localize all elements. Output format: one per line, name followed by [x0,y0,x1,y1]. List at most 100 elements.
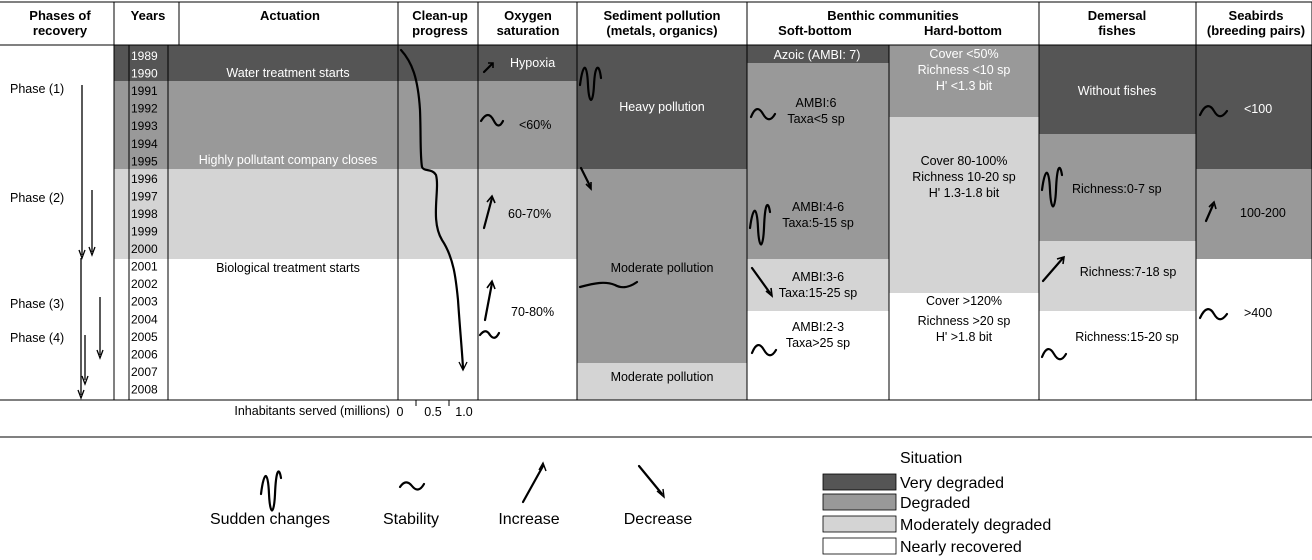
situation-legend: Situation Very degraded Degraded Moderat… [822,450,1051,556]
header-demersal-line2: fishes [1098,23,1136,38]
phase-3b-arrowhead [96,349,104,360]
block-demersal-degraded [1039,134,1196,241]
actuation-bio-treatment: Biological treatment starts [216,261,360,275]
oxygen-stability-icon [479,113,505,127]
block-soft-degraded [747,63,889,259]
cleanup-column: Inhabitants served (millions) 0 0.5 1.0 [234,48,473,419]
oxygen-70-80: 70-80% [511,305,554,319]
year-label: 1991 [131,84,158,98]
seabirds-b3: >400 [1244,306,1272,320]
hard-h1-line3: H' <1.3 bit [936,79,993,93]
year-label: 1993 [131,119,158,133]
year-label: 2001 [131,260,158,274]
seabirds-b1: <100 [1244,102,1272,116]
situation-moderately-degraded: Moderately degraded [900,517,1051,534]
situation-nearly-recovered: Nearly recovered [900,539,1022,556]
situation-very-degraded: Very degraded [900,475,1004,492]
soft-s1-line1: AMBI:6 [796,96,837,110]
demersal-column: Without fishes Richness:0-7 sp Richness:… [1040,84,1179,361]
soft-stability-icon-1 [749,108,777,121]
situation-title: Situation [900,450,962,467]
soft-decrease-arrowhead [765,287,774,298]
demersal-stability-icon [1040,348,1068,361]
year-label: 1989 [131,49,158,63]
hard-h1-line2: Richness <10 sp [918,63,1011,77]
header-phases-line2: recovery [33,23,88,38]
hard-h3-line3: H' >1.8 bit [936,330,993,344]
situation-swatch-moderate [822,515,897,533]
block-cleanup-very-degraded [398,45,478,81]
legend-decrease-arrowhead [656,488,665,499]
cleanup-curve [399,48,465,370]
block-oxygen-moderate [478,169,577,259]
legend-increase-arrowhead [538,461,547,472]
phase-4-label: Phase (4) [10,331,64,345]
phase-arrows [77,85,104,400]
block-seabirds-very-degraded [1196,45,1312,169]
soft-azoic: Azoic (AMBI: 7) [774,48,861,62]
header-seabirds-line1: Seabirds [1229,8,1284,23]
cleanup-tick-10: 1.0 [455,405,472,419]
year-label: 1999 [131,225,158,239]
year-label: 2000 [131,242,158,256]
header-row: Phases of recovery Years Actuation Clean… [29,8,1305,38]
cleanup-tick-0: 0 [397,405,404,419]
sediment-sudden-change-icon [578,66,603,102]
legend-sudden-changes-icon [259,470,283,512]
demersal-d3: Richness:7-18 sp [1080,265,1177,279]
soft-s1-line2: Taxa<5 sp [787,112,844,126]
soft-s2-line1: AMBI:4-6 [792,200,844,214]
block-sediment-degraded [577,169,747,363]
oxygen-increase-arrowhead-2 [486,279,496,290]
sediment-decrease-icon [579,166,592,188]
phase-4-arrowhead [81,375,89,386]
header-hard-bottom: Hard-bottom [924,23,1002,38]
oxygen-hypoxia: Hypoxia [510,56,555,70]
block-cleanup-moderate [398,169,478,259]
situation-swatch-degraded [822,493,897,511]
seabirds-b2: 100-200 [1240,206,1286,220]
header-soft-bottom: Soft-bottom [778,23,852,38]
year-label: 2007 [131,365,158,379]
header-oxygen-line1: Oxygen [504,8,552,23]
header-oxygen-line2: saturation [497,23,560,38]
sediment-column: Heavy pollution Moderate pollution Moder… [578,66,713,384]
soft-bottom-column: Azoic (AMBI: 7) AMBI:6 Taxa<5 sp AMBI:4-… [748,48,861,357]
header-actuation: Actuation [260,8,320,23]
situation-degraded: Degraded [900,495,970,512]
oxygen-60-70: 60-70% [508,207,551,221]
block-soft-moderate [747,259,889,311]
header-cleanup-line1: Clean-up [412,8,468,23]
year-label: 2004 [131,312,158,326]
phase-3-arrowhead [77,389,85,400]
soft-stability-icon-2 [750,344,778,357]
phase-1-label: Phase (1) [10,82,64,96]
soft-decrease-icon [750,266,772,295]
demersal-d4: Richness:15-20 sp [1075,330,1179,344]
demersal-increase-arrowhead [1056,255,1065,265]
year-label: 2005 [131,330,158,344]
hard-h1-line1: Cover <50% [929,47,998,61]
legend-stability-icon [398,481,426,491]
seabirds-stability-icon-2 [1198,308,1229,321]
legend-increase-icon [521,464,545,504]
cleanup-tick-05: 0.5 [424,405,441,419]
oxygen-increase-arrowhead-1 [486,194,496,204]
phase-2-arrowhead [88,246,96,257]
hard-bottom-column: Cover <50% Richness <10 sp H' <1.3 bit C… [912,47,1016,344]
phase-1-arrowhead [78,249,86,260]
header-seabirds-line2: (breeding pairs) [1207,23,1305,38]
situation-blocks [114,45,1312,400]
block-oxygen-degraded [478,81,577,169]
block-cleanup-degraded [398,81,478,169]
sediment-stability-icon [578,280,639,289]
years-column: 1989 1990 1991 1992 1993 1994 1995 1996 1997 1998… [131,49,158,396]
year-label: 2008 [131,382,158,396]
block-years-moderate [129,169,168,259]
year-label: 1998 [131,207,158,221]
demersal-d1: Without fishes [1078,84,1157,98]
hard-h3-line2: Richness >20 sp [918,314,1011,328]
soft-s3-line2: Taxa:15-25 sp [779,286,858,300]
actuation-water-treatment: Water treatment starts [226,66,349,80]
year-label: 2002 [131,277,158,291]
